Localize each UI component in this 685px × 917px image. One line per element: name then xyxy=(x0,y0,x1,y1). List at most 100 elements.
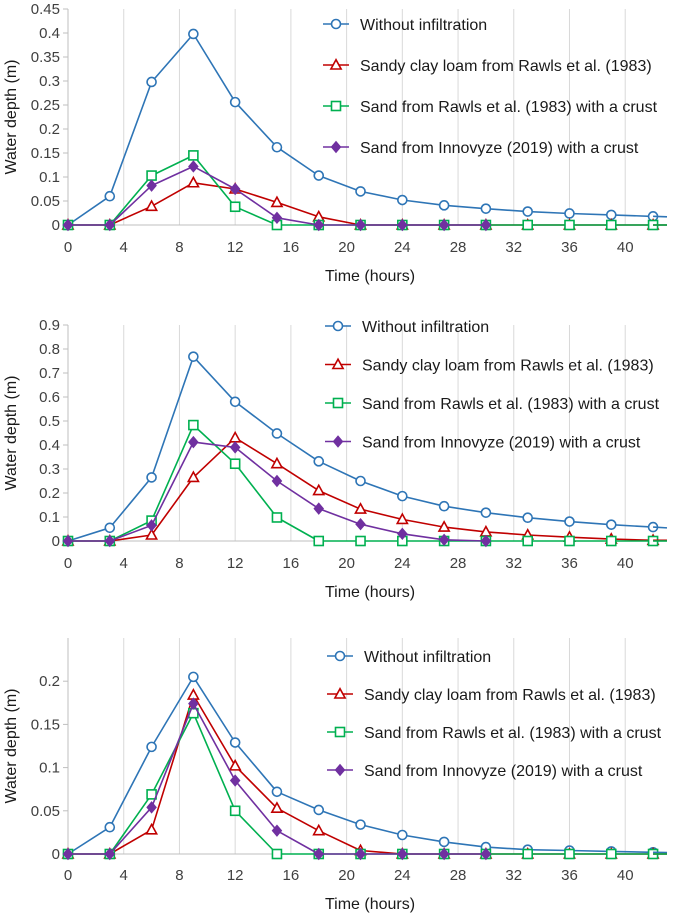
data-point xyxy=(188,351,199,362)
x-tick-label: 36 xyxy=(561,239,578,256)
data-point xyxy=(522,512,533,524)
legend-label: Without infiltration xyxy=(364,649,491,666)
data-point xyxy=(271,824,283,837)
x-tick-label: 4 xyxy=(120,555,128,572)
series-4 xyxy=(62,160,492,232)
data-point xyxy=(312,823,326,836)
legend-label: Without infiltration xyxy=(362,319,489,336)
data-point xyxy=(146,472,157,483)
data-point xyxy=(104,847,116,861)
x-tick-label: 12 xyxy=(227,555,244,572)
y-tick-label: 0.6 xyxy=(39,389,60,406)
data-point xyxy=(480,507,492,518)
data-point xyxy=(104,190,116,202)
data-point xyxy=(188,28,199,40)
legend-marker xyxy=(329,58,343,70)
x-tick-label: 20 xyxy=(338,555,355,572)
x-tick-label: 36 xyxy=(561,867,578,884)
data-point xyxy=(355,475,366,487)
series-4 xyxy=(62,697,492,861)
data-point xyxy=(270,456,284,469)
data-point xyxy=(397,194,408,206)
data-point xyxy=(229,182,241,196)
data-point xyxy=(270,801,284,814)
x-tick-label: 20 xyxy=(338,867,355,884)
data-point xyxy=(229,805,241,817)
x-tick-label: 16 xyxy=(283,239,300,256)
y-tick-label: 0.3 xyxy=(39,73,60,90)
data-point xyxy=(605,519,617,530)
legend-label: Sand from Innovyze (2019) with a crust xyxy=(364,763,643,780)
data-point xyxy=(188,435,199,449)
x-tick-label: 40 xyxy=(617,867,634,884)
data-point xyxy=(229,201,241,213)
x-tick-label: 8 xyxy=(175,239,183,256)
y-tick-label: 0 xyxy=(52,217,60,234)
series-4 xyxy=(62,435,492,548)
x-tick-label: 24 xyxy=(394,239,411,256)
legend: Without infiltration Sandy clay loam from… xyxy=(327,649,662,780)
x-tick-label: 24 xyxy=(394,867,411,884)
data-point xyxy=(522,535,533,547)
chart-panel-bottom: 0 0.05 0.1 0.15 0.2 0 4 8 12 16 20 24 28 32 36 40 Time (… xyxy=(3,638,668,913)
data-point xyxy=(146,179,157,192)
data-point xyxy=(437,520,451,532)
data-point xyxy=(228,758,242,771)
data-point xyxy=(188,160,199,173)
legend-marker xyxy=(332,397,344,409)
x-tick-label: 32 xyxy=(505,555,522,572)
data-point xyxy=(146,76,157,88)
y-tick-label: 0.05 xyxy=(31,803,60,820)
legend-label: Sandy clay loam from Rawls et al. (1983) xyxy=(364,687,656,704)
data-point xyxy=(271,428,283,439)
y-tick-label: 0.1 xyxy=(39,169,60,186)
y-axis-title: Water depth (m) xyxy=(3,60,20,175)
data-point xyxy=(229,396,241,408)
data-point xyxy=(271,211,283,225)
data-point xyxy=(271,786,283,798)
y-tick-label: 0.35 xyxy=(31,49,60,66)
x-tick-label: 40 xyxy=(617,239,634,256)
data-point xyxy=(104,218,116,232)
data-point xyxy=(355,218,366,232)
legend-label: Sandy clay loam from Rawls et al. (1983) xyxy=(362,358,654,375)
y-tick-label: 0.2 xyxy=(39,121,60,138)
x-tick-label: 28 xyxy=(450,555,467,572)
data-point xyxy=(104,522,116,534)
y-tick-label: 0 xyxy=(52,846,60,863)
data-point xyxy=(605,848,617,860)
data-point xyxy=(605,219,617,231)
data-point xyxy=(564,208,575,219)
data-point xyxy=(62,534,74,548)
data-point xyxy=(397,829,408,841)
data-point xyxy=(397,218,408,232)
data-point xyxy=(522,848,533,860)
data-point xyxy=(312,483,326,496)
data-point xyxy=(564,219,575,231)
data-point xyxy=(229,458,241,470)
legend-label: Sandy clay loam from Rawls et al. (1983) xyxy=(360,58,652,75)
data-point xyxy=(229,96,241,108)
data-point xyxy=(438,847,450,861)
x-tick-label: 8 xyxy=(175,867,183,884)
x-tick-label: 8 xyxy=(175,555,183,572)
data-point xyxy=(480,203,492,214)
chart-panel-top: 0 0.05 0.1 0.15 0.2 0.25 0.3 0.35 0.4 0.45 0 4 8 12 16… xyxy=(3,1,668,285)
data-point xyxy=(395,512,409,525)
data-point xyxy=(146,170,157,181)
data-point xyxy=(354,502,367,514)
x-tick-label: 32 xyxy=(505,239,522,256)
legend-label: Without infiltration xyxy=(360,17,487,34)
y-axis-title: Water depth (m) xyxy=(3,689,20,804)
data-point xyxy=(355,819,366,830)
x-tick-label: 4 xyxy=(120,867,128,884)
x-axis-title: Time (hours) xyxy=(325,268,415,285)
x-tick-label: 0 xyxy=(64,555,72,572)
legend-marker xyxy=(332,435,344,448)
x-tick-label: 28 xyxy=(450,867,467,884)
legend-marker xyxy=(330,140,342,154)
series-line-extension xyxy=(653,526,668,529)
y-tick-label: 0.7 xyxy=(39,365,60,382)
data-point xyxy=(355,847,366,861)
